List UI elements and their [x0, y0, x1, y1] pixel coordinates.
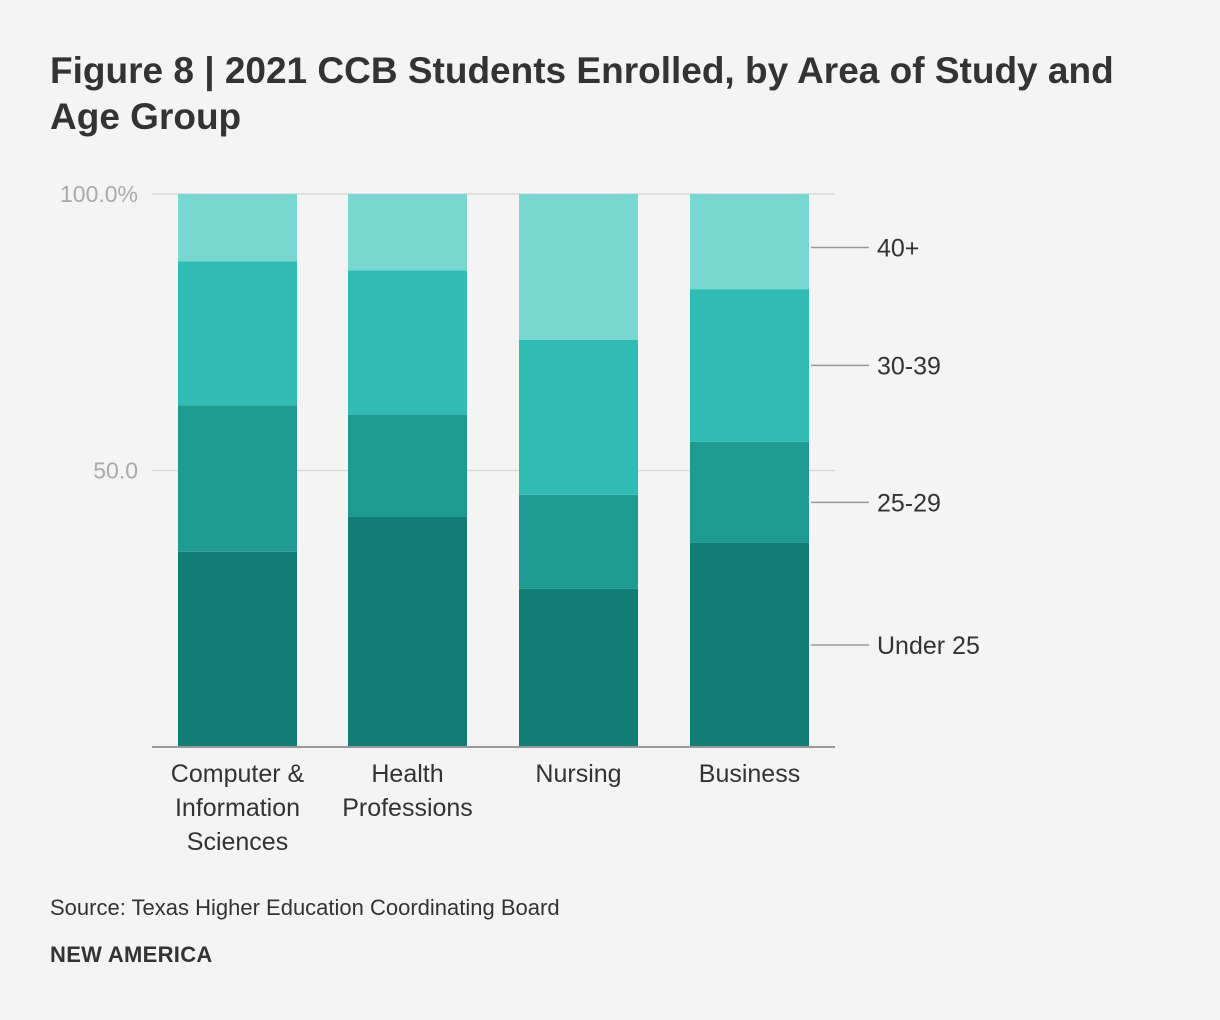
x-tick-label: Nursing — [535, 760, 621, 788]
bar-segment — [348, 516, 467, 747]
bar-segment — [519, 194, 638, 340]
x-tick-labels: Computer & Information Sciences Health Profe… — [171, 760, 800, 856]
x-tick-label-line: Information — [175, 794, 300, 822]
brand-logo-text: NEW AMERICA — [50, 942, 213, 967]
bar-segment — [178, 551, 297, 747]
stacked-bar-chart: 50.0 100.0% Computer & Information Sciences… — [60, 181, 980, 856]
bar-segment — [178, 194, 297, 262]
bar-segment — [178, 405, 297, 552]
bar-segment — [519, 588, 638, 747]
legend-label: 40+ — [877, 235, 919, 263]
bar-segment — [519, 494, 638, 589]
bar-segment — [178, 261, 297, 406]
x-tick-label-line: Sciences — [187, 828, 288, 856]
x-tick-label: Health Professions — [342, 760, 473, 822]
legend: Under 25 25-29 30-39 40+ — [811, 235, 980, 660]
x-tick-label-line: Computer & — [171, 760, 305, 788]
bar-segment — [690, 289, 809, 442]
bar-segment — [690, 542, 809, 747]
bar-segment — [519, 339, 638, 495]
chart-title: Figure 8 | 2021 CCB Students Enrolled, b… — [50, 50, 1114, 137]
bar-segment — [348, 194, 467, 271]
bar-segment — [690, 441, 809, 543]
bar-segment — [348, 414, 467, 517]
x-tick-label: Computer & Information Sciences — [171, 760, 305, 856]
y-tick-labels: 50.0 100.0% — [60, 181, 138, 484]
y-tick-label: 50.0 — [93, 458, 138, 484]
x-tick-label: Business — [699, 760, 800, 788]
x-tick-label-line: Business — [699, 760, 800, 788]
bar-segment — [690, 194, 809, 290]
x-tick-label-line: Nursing — [535, 760, 621, 788]
bar-group — [178, 194, 809, 747]
source-note: Source: Texas Higher Education Coordinat… — [50, 895, 560, 920]
legend-label: 30-39 — [877, 352, 941, 380]
y-tick-label: 100.0% — [60, 181, 138, 207]
x-tick-label-line: Health — [371, 760, 443, 788]
bar-segment — [348, 270, 467, 415]
legend-label: 25-29 — [877, 489, 941, 517]
legend-label: Under 25 — [877, 632, 980, 660]
x-tick-label-line: Professions — [342, 794, 473, 822]
